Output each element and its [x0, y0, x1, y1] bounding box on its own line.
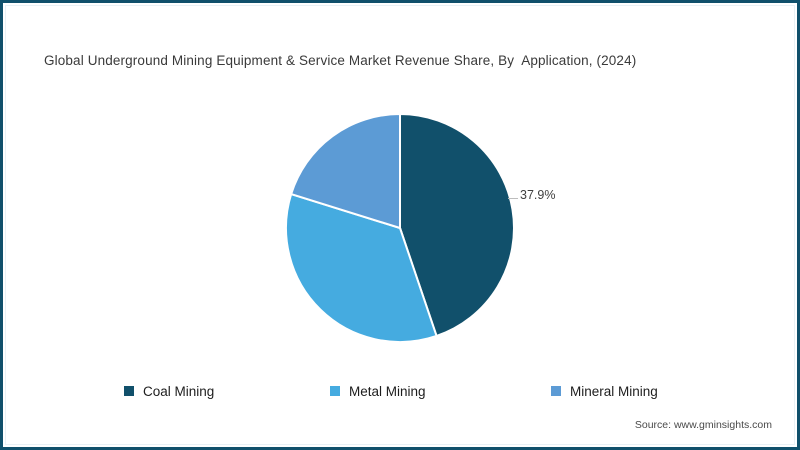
legend-item-metal-mining[interactable]: Metal Mining — [330, 380, 426, 402]
pie-label-leader-line — [508, 198, 518, 199]
legend-swatch-metal-mining — [330, 386, 340, 396]
chart-legend: Coal Mining Metal Mining Mineral Mining — [0, 380, 800, 404]
legend-label-mineral-mining: Mineral Mining — [570, 383, 658, 399]
legend-item-coal-mining[interactable]: Coal Mining — [124, 380, 214, 402]
pie-slice-group — [285, 112, 515, 343]
legend-swatch-coal-mining — [124, 386, 134, 396]
legend-label-coal-mining: Coal Mining — [143, 383, 215, 399]
chart-title: Global Underground Mining Equipment & Se… — [44, 53, 637, 68]
legend-item-mineral-mining[interactable]: Mineral Mining — [551, 380, 658, 402]
pie-slice-metal-mining[interactable] — [285, 192, 438, 343]
pie-slice-coal-mining[interactable] — [399, 112, 515, 338]
pie-data-label: 37.9% — [520, 188, 556, 202]
pie-slice-mineral-mining[interactable] — [289, 112, 401, 230]
legend-label-metal-mining: Metal Mining — [349, 383, 426, 399]
legend-swatch-mineral-mining — [551, 386, 561, 396]
source-attribution: Source: www.gminsights.com — [634, 419, 772, 431]
